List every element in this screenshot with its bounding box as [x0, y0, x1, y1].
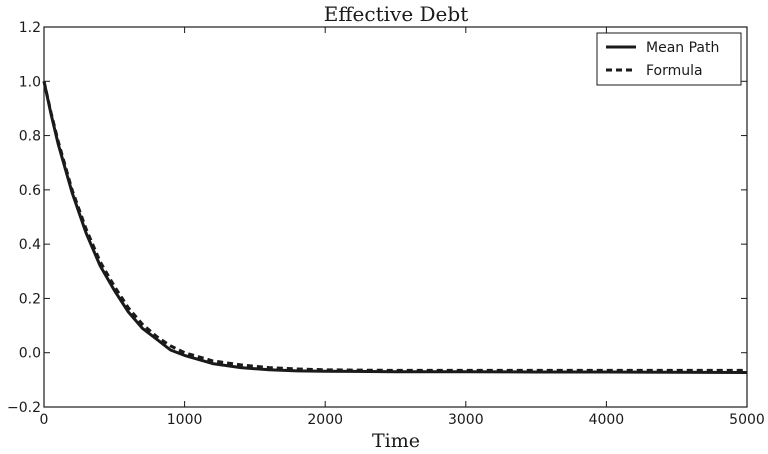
legend-box [596, 32, 742, 86]
x-tick-label: 5000 [729, 412, 765, 428]
y-tick-label: 1.2 [19, 20, 41, 36]
legend: Mean Path Formula [596, 32, 742, 86]
x-axis-label: Time [372, 430, 420, 452]
legend-label-formula: Formula [646, 63, 703, 79]
legend-label-mean-path: Mean Path [646, 40, 719, 56]
x-tick-label: 0 [40, 412, 49, 428]
series-line-formula [42, 80, 747, 372]
y-tick-label: −0.2 [7, 400, 41, 416]
y-tick-label: 0.6 [19, 183, 41, 199]
x-tick-label: 2000 [307, 412, 343, 428]
x-tick-label: 3000 [448, 412, 484, 428]
y-axis: −0.2 0.0 0.2 0.4 0.6 0.8 1.0 1.2 [7, 20, 747, 416]
y-tick-label: 1.0 [19, 74, 41, 90]
x-tick-label: 1000 [167, 412, 203, 428]
y-tick-label: 0.8 [19, 129, 41, 145]
y-tick-label: 0.4 [19, 237, 41, 253]
plot-area [42, 80, 748, 374]
y-tick-label: 0.0 [19, 346, 41, 362]
chart-title: Effective Debt [324, 2, 468, 26]
x-tick-label: 4000 [589, 412, 625, 428]
x-axis: 0 1000 2000 3000 4000 5000 [40, 27, 765, 428]
plot-frame [43, 26, 748, 408]
y-tick-label: 0.2 [19, 291, 41, 307]
